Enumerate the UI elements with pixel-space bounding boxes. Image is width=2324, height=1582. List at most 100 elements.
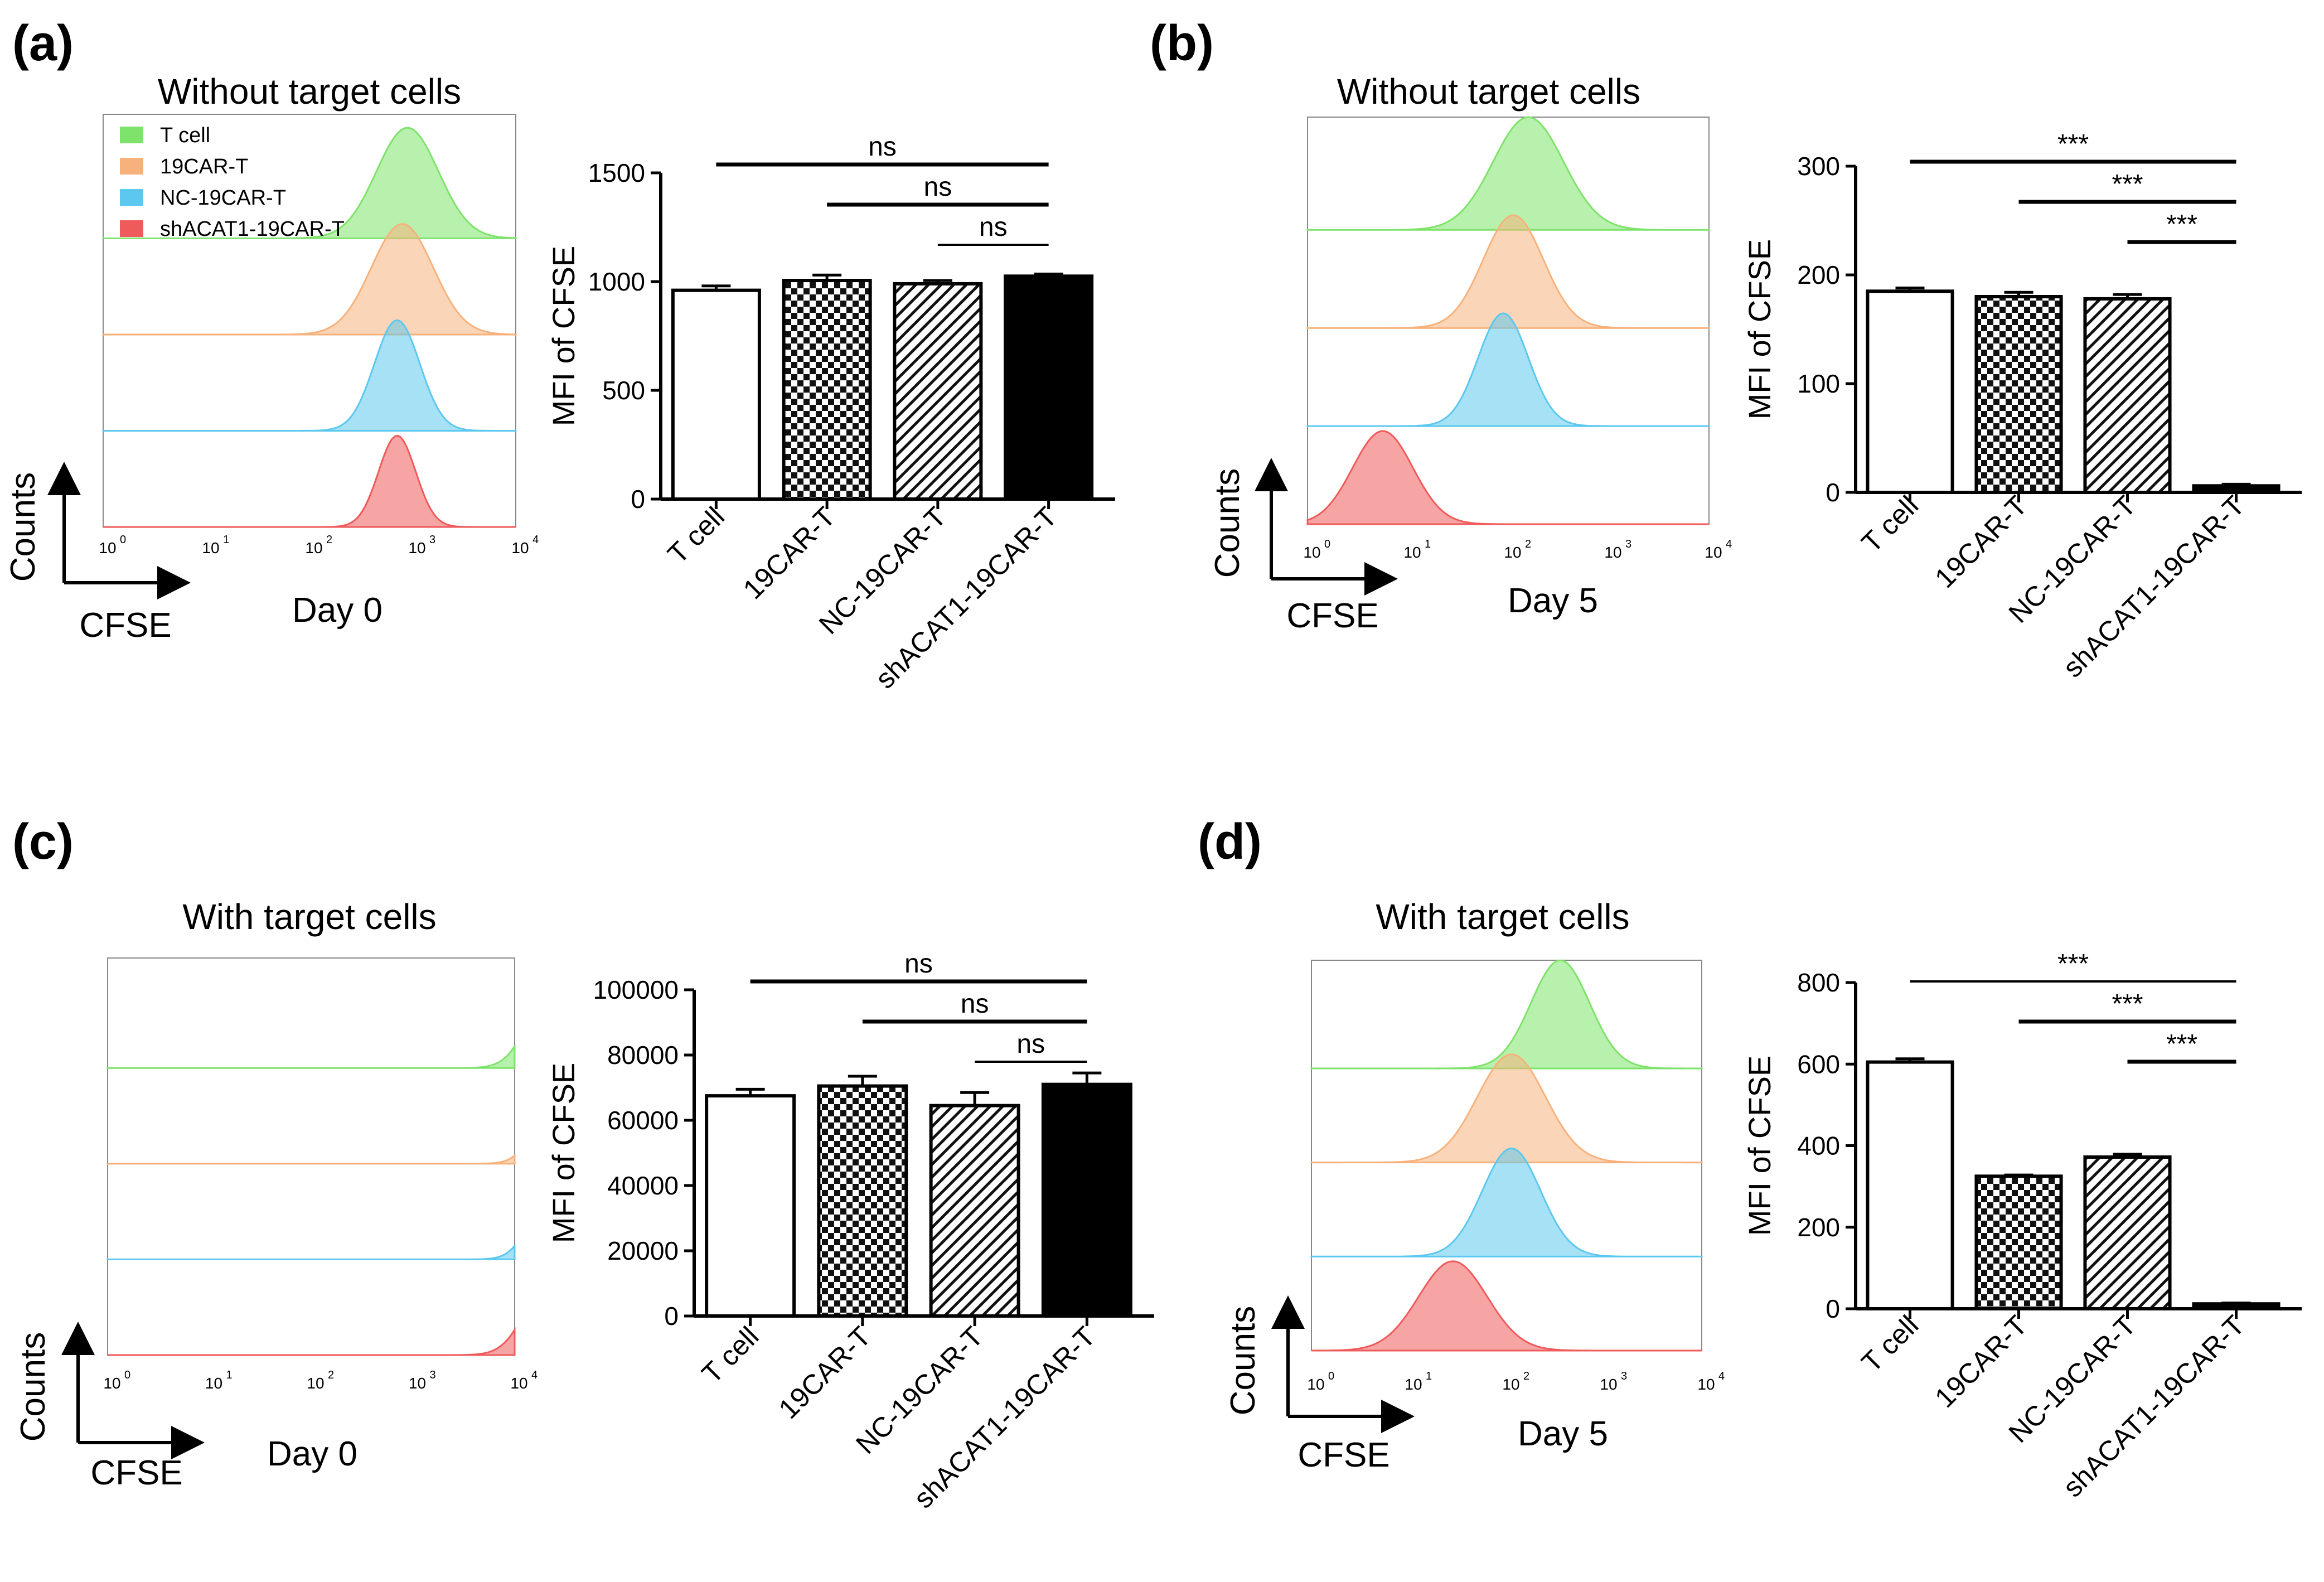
histogram-series-sh — [103, 434, 516, 528]
tick-exponent: 0 — [1328, 1370, 1334, 1382]
panel-letter: (a) — [12, 16, 74, 71]
category-label: T cell — [696, 1320, 764, 1389]
x-tick-3: 10 3 — [1600, 1370, 1627, 1393]
legend: T cell 19CAR-T NC-19CAR-T shACAT1-19CAR-T — [120, 124, 345, 241]
significance-label: *** — [2057, 949, 2089, 979]
histogram-series-t_cell — [1310, 959, 1703, 1070]
x-tick-4: 10 4 — [511, 534, 539, 557]
tick-base: 10 — [205, 1375, 222, 1392]
cfse-label: CFSE — [1297, 1436, 1389, 1474]
category-label: shACAT1-19CAR-T — [2057, 490, 2250, 683]
tick-base: 10 — [409, 1375, 426, 1392]
x-tick-1: 10 1 — [205, 1369, 233, 1392]
legend-label: shACAT1-19CAR-T — [160, 217, 345, 241]
significance-label: ns — [979, 212, 1008, 242]
tick-exponent: 3 — [1625, 538, 1631, 550]
significance-label: ns — [924, 172, 952, 202]
y-tick-label: 1500 — [588, 158, 645, 187]
x-tick-4: 10 4 — [510, 1369, 538, 1392]
bar-3 — [2192, 1302, 2281, 1311]
y-axis-label: MFI of CFSE — [1742, 1056, 1777, 1236]
y-tick-label: 200 — [1797, 260, 1840, 289]
tick-exponent: 2 — [326, 534, 332, 546]
x-tick-0: 10 0 — [1303, 538, 1330, 561]
tick-base: 10 — [1604, 544, 1621, 561]
bar-1 — [817, 1084, 908, 1318]
histogram-series-t_cell — [1306, 116, 1710, 231]
tick-base: 10 — [1705, 544, 1722, 561]
legend-label: T cell — [160, 124, 210, 147]
legend-swatch-nc — [120, 189, 143, 206]
y-tick-label: 200 — [1797, 1213, 1840, 1242]
histogram-series-sh — [108, 1327, 516, 1356]
bar-0 — [671, 288, 761, 501]
bar-panel-2: 0 20000 40000 60000 80000 100000 MFI of CFSE T … — [546, 949, 1154, 1515]
histogram-series-t_cell — [102, 127, 517, 239]
y-tick-label: 800 — [1797, 968, 1840, 997]
y-tick-label: 400 — [1797, 1131, 1840, 1160]
tick-exponent: 1 — [1425, 538, 1431, 550]
tick-base: 10 — [408, 539, 425, 557]
bar-3 — [2192, 484, 2281, 494]
y-tick-label: 0 — [1826, 1294, 1840, 1323]
tick-base: 10 — [1405, 1376, 1422, 1393]
histogram-series-nc — [106, 1244, 516, 1260]
tick-exponent: 4 — [531, 1369, 538, 1381]
bar-2 — [2083, 297, 2172, 495]
histogram-series-nc — [1310, 1147, 1703, 1257]
significance-label: ns — [1016, 1029, 1045, 1059]
counts-label: Counts — [1208, 468, 1247, 578]
bar-3 — [1041, 1082, 1132, 1318]
y-axis-label: MFI of CFSE — [546, 1063, 581, 1244]
category-label: shACAT1-19CAR-T — [908, 1320, 1101, 1514]
category-label: T cell — [662, 501, 730, 569]
x-tick-1: 10 1 — [1405, 1370, 1432, 1393]
bar-2 — [893, 282, 983, 501]
panel-letter: (b) — [1150, 16, 1214, 71]
histogram-panel-2: With target cells 10 0 10 1 10 2 10 3 10 4 Day 0 Cou… — [14, 897, 538, 1492]
tick-exponent: 1 — [226, 1369, 233, 1381]
x-tick-0: 10 0 — [103, 1369, 130, 1392]
panel-letter: (d) — [1198, 814, 1262, 870]
significance-label: *** — [2166, 1029, 2197, 1059]
tick-base: 10 — [103, 1375, 120, 1392]
tick-exponent: 2 — [328, 1369, 334, 1381]
x-tick-3: 10 3 — [1604, 538, 1631, 561]
histogram-series-car19 — [102, 223, 517, 336]
histogram-xlabel: Day 0 — [292, 591, 383, 630]
tick-exponent: 3 — [429, 534, 435, 546]
legend-swatch-car19 — [120, 158, 143, 175]
tick-exponent: 0 — [124, 1369, 130, 1381]
x-tick-2: 10 2 — [305, 534, 332, 557]
x-tick-0: 10 0 — [99, 534, 126, 557]
y-tick-label: 500 — [602, 376, 645, 405]
tick-exponent: 2 — [1523, 1370, 1529, 1382]
y-tick-label: 20000 — [607, 1236, 679, 1265]
y-tick-label: 80000 — [607, 1041, 679, 1070]
x-tick-1: 10 1 — [202, 534, 229, 557]
bar-0 — [705, 1094, 796, 1318]
histogram-series-nc — [102, 319, 517, 432]
x-tick-2: 10 2 — [307, 1369, 334, 1392]
legend-label: 19CAR-T — [160, 155, 248, 178]
category-label: shACAT1-19CAR-T — [869, 501, 1063, 694]
bar-0 — [1866, 289, 1954, 494]
tick-base: 10 — [1504, 544, 1521, 561]
bar-0 — [1866, 1060, 1954, 1310]
tick-base: 10 — [1697, 1376, 1715, 1393]
histogram-xlabel: Day 5 — [1508, 582, 1598, 620]
significance-label: ns — [868, 132, 897, 162]
counts-label: Counts — [4, 472, 42, 582]
bar-3 — [1004, 274, 1094, 501]
x-tick-1: 10 1 — [1403, 538, 1431, 561]
counts-label: Counts — [14, 1332, 52, 1441]
tick-base: 10 — [1303, 544, 1320, 561]
significance-label: ns — [961, 989, 989, 1019]
histogram-series-car19 — [1306, 214, 1710, 329]
tick-base: 10 — [202, 539, 219, 557]
histogram-series-car19 — [1310, 1053, 1703, 1164]
